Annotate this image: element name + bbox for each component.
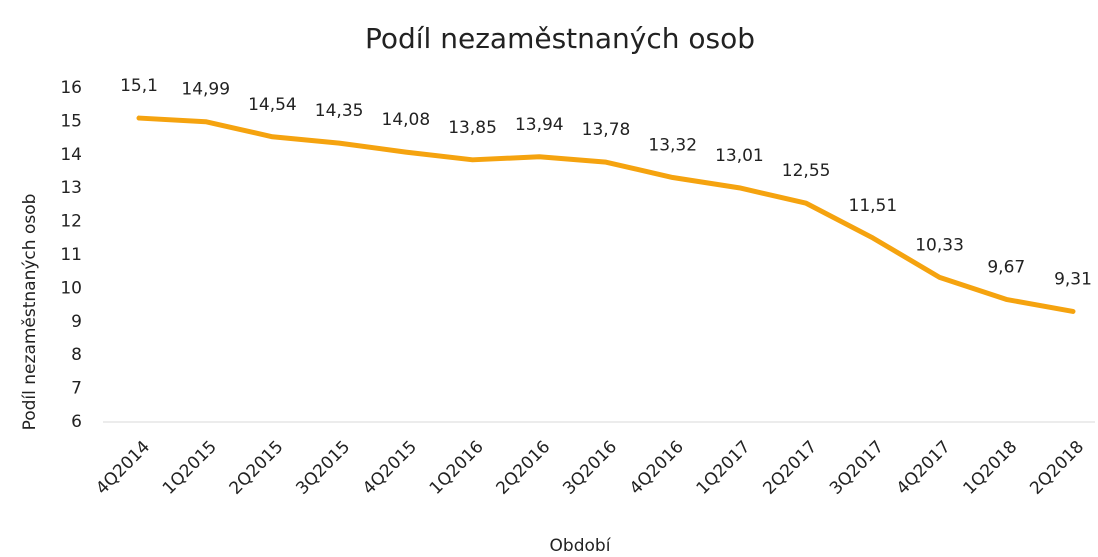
data-label: 13,85 <box>448 118 497 138</box>
x-tick-label: 4Q2016 <box>626 437 688 499</box>
x-tick-label: 2Q2017 <box>759 437 821 499</box>
data-label: 13,32 <box>648 136 697 156</box>
data-label: 14,08 <box>382 110 431 130</box>
x-tick-label: 4Q2015 <box>359 437 421 499</box>
x-tick-label: 2Q2015 <box>226 437 288 499</box>
chart-title: Podíl nezaměstnaných osob <box>365 22 755 55</box>
data-label: 9,67 <box>987 257 1025 277</box>
y-tick-label: 6 <box>71 412 82 432</box>
x-tick-label: 2Q2018 <box>1026 437 1088 499</box>
data-label: 13,78 <box>582 120 631 140</box>
data-label: 10,33 <box>915 235 964 255</box>
y-tick-label: 8 <box>71 345 82 365</box>
x-tick-label: 1Q2016 <box>426 437 488 499</box>
data-label: 13,94 <box>515 115 564 135</box>
data-label: 14,99 <box>181 80 230 100</box>
x-axis-label: Období <box>550 536 612 556</box>
data-label: 9,31 <box>1054 269 1092 289</box>
x-tick-label: 1Q2015 <box>159 437 221 499</box>
data-label: 14,35 <box>315 101 364 121</box>
data-label: 12,55 <box>782 161 831 181</box>
y-tick-label: 16 <box>60 78 82 98</box>
y-tick-label: 7 <box>71 379 82 399</box>
y-tick-label: 12 <box>60 212 82 232</box>
y-tick-label: 14 <box>60 145 82 165</box>
x-tick-label: 1Q2018 <box>960 437 1022 499</box>
data-label: 14,54 <box>248 95 297 115</box>
line <box>136 115 1076 314</box>
y-tick-label: 11 <box>60 245 82 265</box>
x-tick-label: 1Q2017 <box>693 437 755 499</box>
x-tick-label: 4Q2014 <box>92 437 154 499</box>
y-tick-label: 13 <box>60 178 82 198</box>
x-tick-label: 3Q2017 <box>826 437 888 499</box>
x-tick-label: 3Q2015 <box>292 437 354 499</box>
data-label: 11,51 <box>849 196 898 216</box>
y-tick-label: 15 <box>60 111 82 131</box>
y-tick-label: 10 <box>60 278 82 298</box>
y-axis-label: Podíl nezaměstnaných osob <box>20 194 40 431</box>
y-tick-label: 9 <box>71 312 82 332</box>
data-label: 15,1 <box>120 76 158 96</box>
data-label: 13,01 <box>715 146 764 166</box>
x-tick-label: 4Q2017 <box>893 437 955 499</box>
x-tick-label: 3Q2016 <box>559 437 621 499</box>
x-tick-label: 2Q2016 <box>493 437 555 499</box>
